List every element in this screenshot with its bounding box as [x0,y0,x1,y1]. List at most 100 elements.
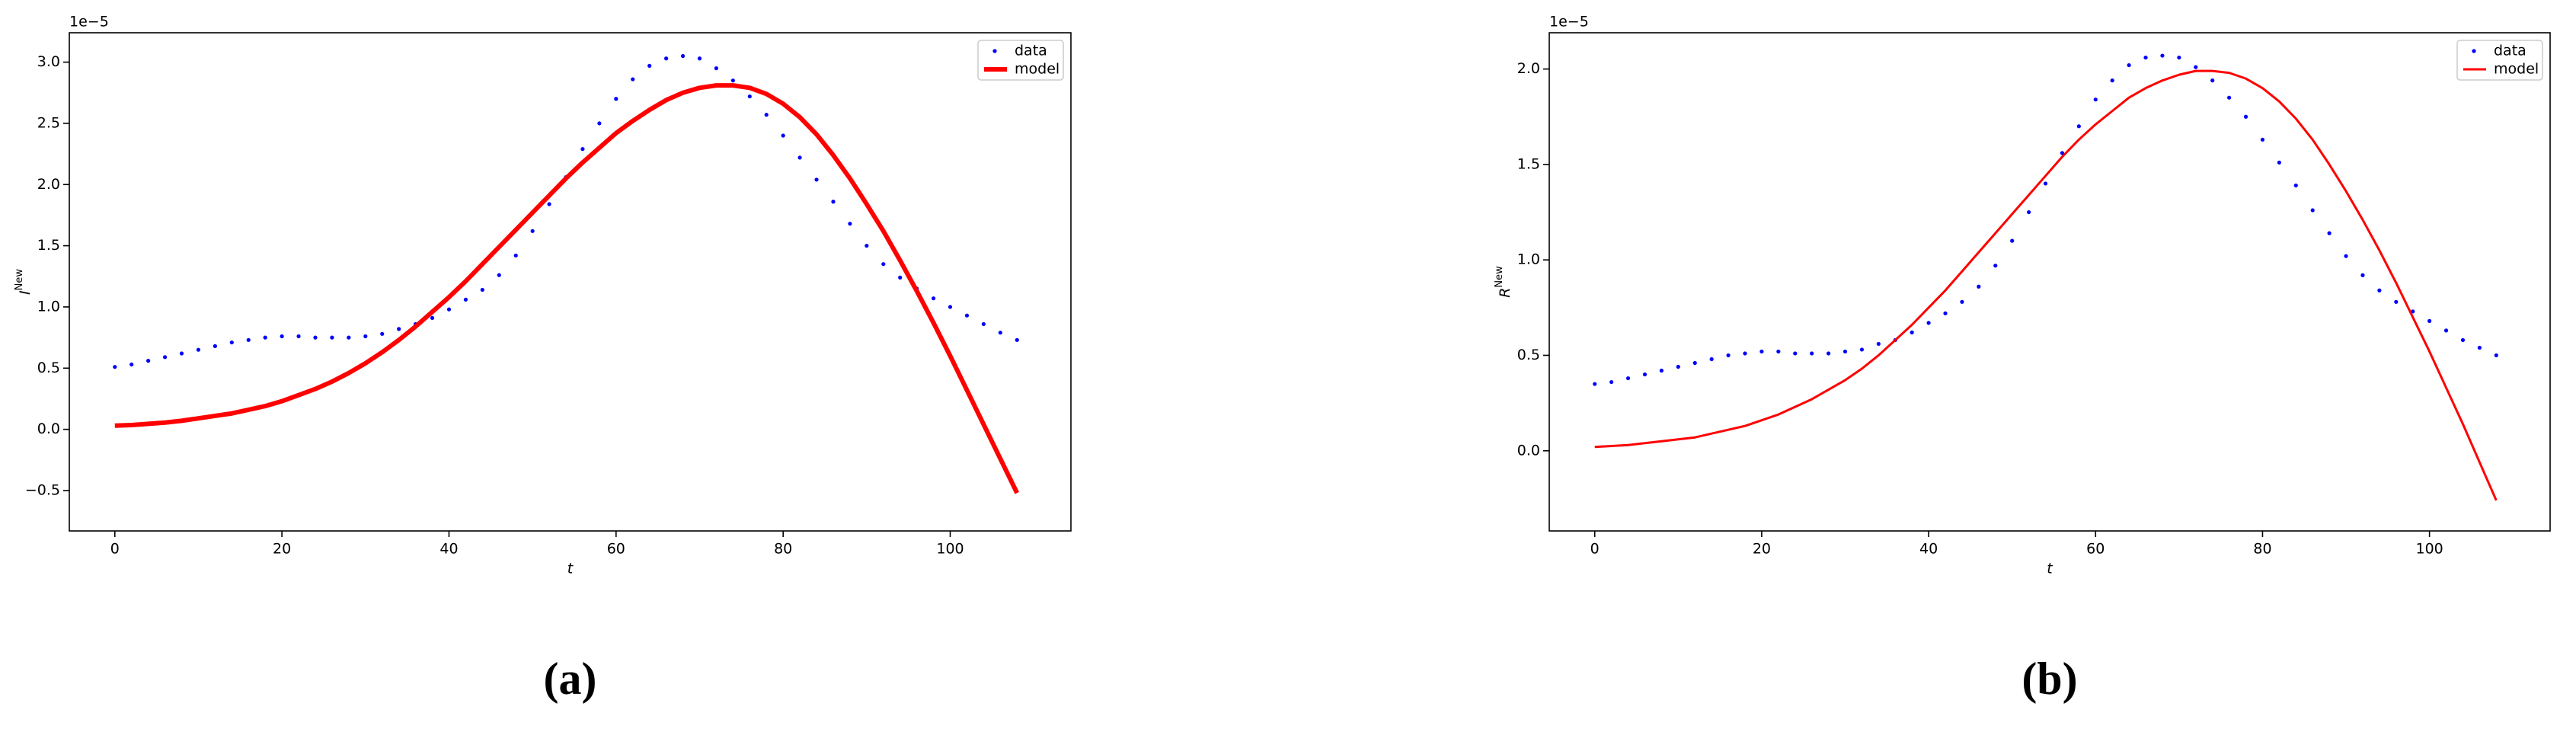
data-point [296,334,301,339]
data-point [2327,231,2332,235]
data-point [964,313,970,318]
data-point [2260,137,2265,142]
data-point [631,77,635,82]
legend-label: data [1015,43,1047,59]
y-axis-label-main: R [1497,288,1513,298]
data-point [1993,264,1998,268]
data-point [714,66,719,71]
y-tick-label: 0.5 [1517,347,1540,363]
x-tick-label: 20 [1753,541,1771,558]
data-point [380,331,385,336]
y-tick-label: 2.0 [37,176,60,193]
data-point [1659,368,1664,373]
x-tick-label: 20 [273,541,291,558]
data-point [1859,347,1865,352]
x-tick-label: 100 [2416,541,2443,558]
data-point [597,121,602,126]
data-point [1593,382,1597,386]
x-tick-label: 0 [110,541,120,558]
data-point [898,275,903,280]
data-point [764,113,769,117]
y-offset-label: 1e−5 [69,14,109,30]
data-point [1743,351,1747,356]
y-axis-label: RNew [1494,266,1513,298]
data-point [2227,95,2232,100]
data-point [213,344,217,348]
data-point [2477,345,2482,350]
data-point [931,296,936,301]
data-point [113,365,117,369]
data-point [347,335,351,340]
y-axis-label: INew [14,269,34,295]
data-point [513,253,518,258]
data-point [730,78,735,83]
data-point [2310,208,2315,213]
data-point [831,200,836,204]
data-point [446,307,452,312]
data-point [1843,349,1848,354]
data-point [797,155,802,160]
data-point [280,334,284,339]
data-point [2194,65,2198,69]
legend-marker [2472,49,2476,53]
x-tick-label: 60 [607,541,625,558]
chart-panel: 0 20 40 60 80 100 −0.5 0.0 0.5 1.0 1.5 2.0 2.5 3.0 1e−… [14,14,1072,704]
model-line [1594,69,2498,501]
legend-marker [992,49,997,53]
data-point [2344,254,2348,258]
data-point [2177,55,2181,60]
data-point [1793,351,1798,356]
data-point [2243,114,2248,119]
x-tick-label: 40 [439,541,458,558]
data-point [998,331,1002,335]
data-point [1977,284,1981,289]
caption: (a) [544,654,597,704]
data-point [1926,321,1931,325]
data-point [2277,160,2281,165]
data-point [179,351,184,356]
data-point [313,335,318,340]
data-point [480,287,484,293]
data-point [430,315,435,321]
data-point [865,243,869,248]
data-point [397,327,401,331]
data-point [1609,379,1614,385]
y-tick-label: 2.5 [37,114,60,131]
data-point [981,321,986,327]
x-tick-label: 80 [2253,541,2271,558]
data-point [2043,181,2048,186]
x-tick-label: 80 [774,541,792,558]
data-point [263,335,267,340]
x-axis-label: t [567,561,574,577]
x-axis-label: t [2047,561,2053,577]
y-tick-label: 1.0 [37,298,60,315]
data-point [781,133,785,138]
data-point [2494,353,2498,358]
data-point [2143,55,2148,60]
y-offset-label: 1e−5 [1549,14,1589,30]
data-point [881,262,886,267]
data-point [747,94,752,99]
y-axis-label-main: I [17,290,34,295]
data-point [697,56,702,61]
data-point [1943,311,1948,315]
y-tick-label: 0.0 [1517,442,1540,459]
x-tick-label: 60 [2086,541,2105,558]
data-point [1015,337,1019,342]
y-tick-label: 1.0 [1517,251,1540,268]
data-point [1709,357,1714,362]
data-point [814,177,819,182]
y-tick-label: 1.5 [1517,155,1540,172]
y-tick-label: 1.5 [37,237,60,254]
data-point [1776,349,1781,354]
data-point [2076,124,2081,129]
data-point [1676,364,1680,369]
data-point [146,359,151,363]
data-point [2377,288,2382,293]
data-point [530,229,535,233]
data-point [1826,351,1831,356]
data-point [1759,349,1764,354]
data-point [948,305,953,309]
data-point [363,334,368,339]
